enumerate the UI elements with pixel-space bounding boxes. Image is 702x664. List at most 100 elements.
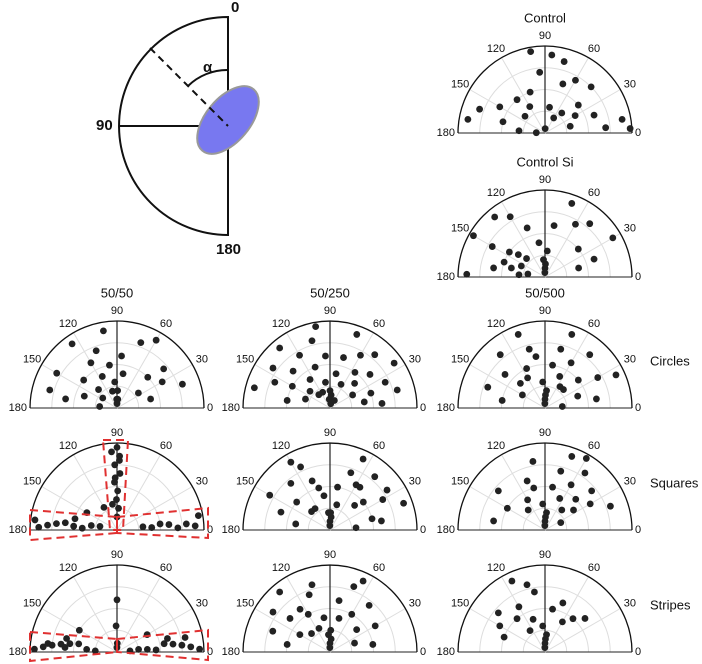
point [494,487,502,495]
theta-tick-label: 30 [624,475,636,487]
point [119,370,127,378]
point [521,112,529,120]
point [322,352,329,360]
point [518,391,526,399]
point [71,515,79,523]
grid-spoke [254,608,331,653]
point [618,116,626,123]
point [287,458,295,466]
point [526,627,534,635]
theta-tick-label: 150 [236,475,254,487]
point [135,645,142,653]
point [507,264,515,272]
point [296,605,304,613]
theta-tick-label: 120 [487,43,505,55]
point [390,359,398,367]
grid-spoke [544,89,621,134]
point [557,467,565,475]
grid-spoke [116,332,161,409]
theta-tick-label: 30 [196,597,208,609]
point [587,83,595,91]
theta-tick-label: 30 [624,353,636,365]
label: 180 [216,241,241,258]
point [514,251,522,259]
point [525,345,533,353]
point [330,397,338,404]
grid-spoke [286,454,331,531]
point [61,519,69,527]
point [286,615,294,622]
point [360,398,368,406]
point [560,58,568,65]
point [269,364,277,372]
point [607,502,614,510]
point [400,499,407,507]
theta-tick-label: 0 [207,402,213,414]
point [464,116,472,123]
theta-tick-label: 150 [23,353,41,365]
point [542,260,549,268]
point [357,351,364,359]
theta-tick-label: 30 [409,597,421,609]
point [169,640,177,648]
point [582,455,590,462]
point [158,378,166,386]
point [96,522,104,530]
point [327,509,335,517]
point [378,517,385,525]
point [532,129,540,137]
theta-tick-label: 0 [635,271,641,283]
point [359,498,367,506]
point [568,453,576,460]
point [494,609,502,617]
point [31,516,39,524]
theta-tick-label: 180 [9,524,27,536]
point [315,484,323,492]
theta-tick-label: 180 [437,127,455,139]
grid-spoke [469,233,546,278]
point [559,618,566,626]
theta-tick-label: 180 [9,646,27,658]
dashed-axis [149,47,229,127]
point [113,443,121,451]
point [523,477,531,485]
outline [242,442,418,531]
point [297,463,304,471]
point [527,48,535,56]
box [116,628,209,662]
theta-tick-label: 0 [635,646,641,658]
point [31,645,38,653]
point [590,255,598,263]
point [602,124,610,132]
grid-spoke [254,486,331,531]
theta-tick-label: 0 [635,127,641,139]
point [356,483,364,491]
point [568,200,576,207]
point [179,380,186,388]
point [488,243,496,250]
theta-tick-label: 120 [59,440,77,452]
theta-tick-label: 180 [437,402,455,414]
outline [457,45,633,134]
theta-tick-label: 0 [635,524,641,536]
point [524,506,532,514]
point [75,626,83,634]
highlight-boxes [29,439,209,663]
point [108,448,115,456]
point [549,483,556,491]
theta-tick-label: 60 [373,440,385,452]
point [187,643,195,651]
theta-tick-label: 120 [272,318,290,330]
theta-tick-label: 90 [539,30,551,42]
point [250,384,258,392]
theta-tick-label: 60 [373,318,385,330]
outline [457,320,633,409]
grid-spoke [544,454,589,531]
point [490,517,497,525]
point [559,80,567,88]
point [194,512,202,520]
theta-tick-label: 150 [451,353,469,365]
point [359,455,367,463]
point [283,397,291,404]
theta-tick-label: 0 [635,402,641,414]
